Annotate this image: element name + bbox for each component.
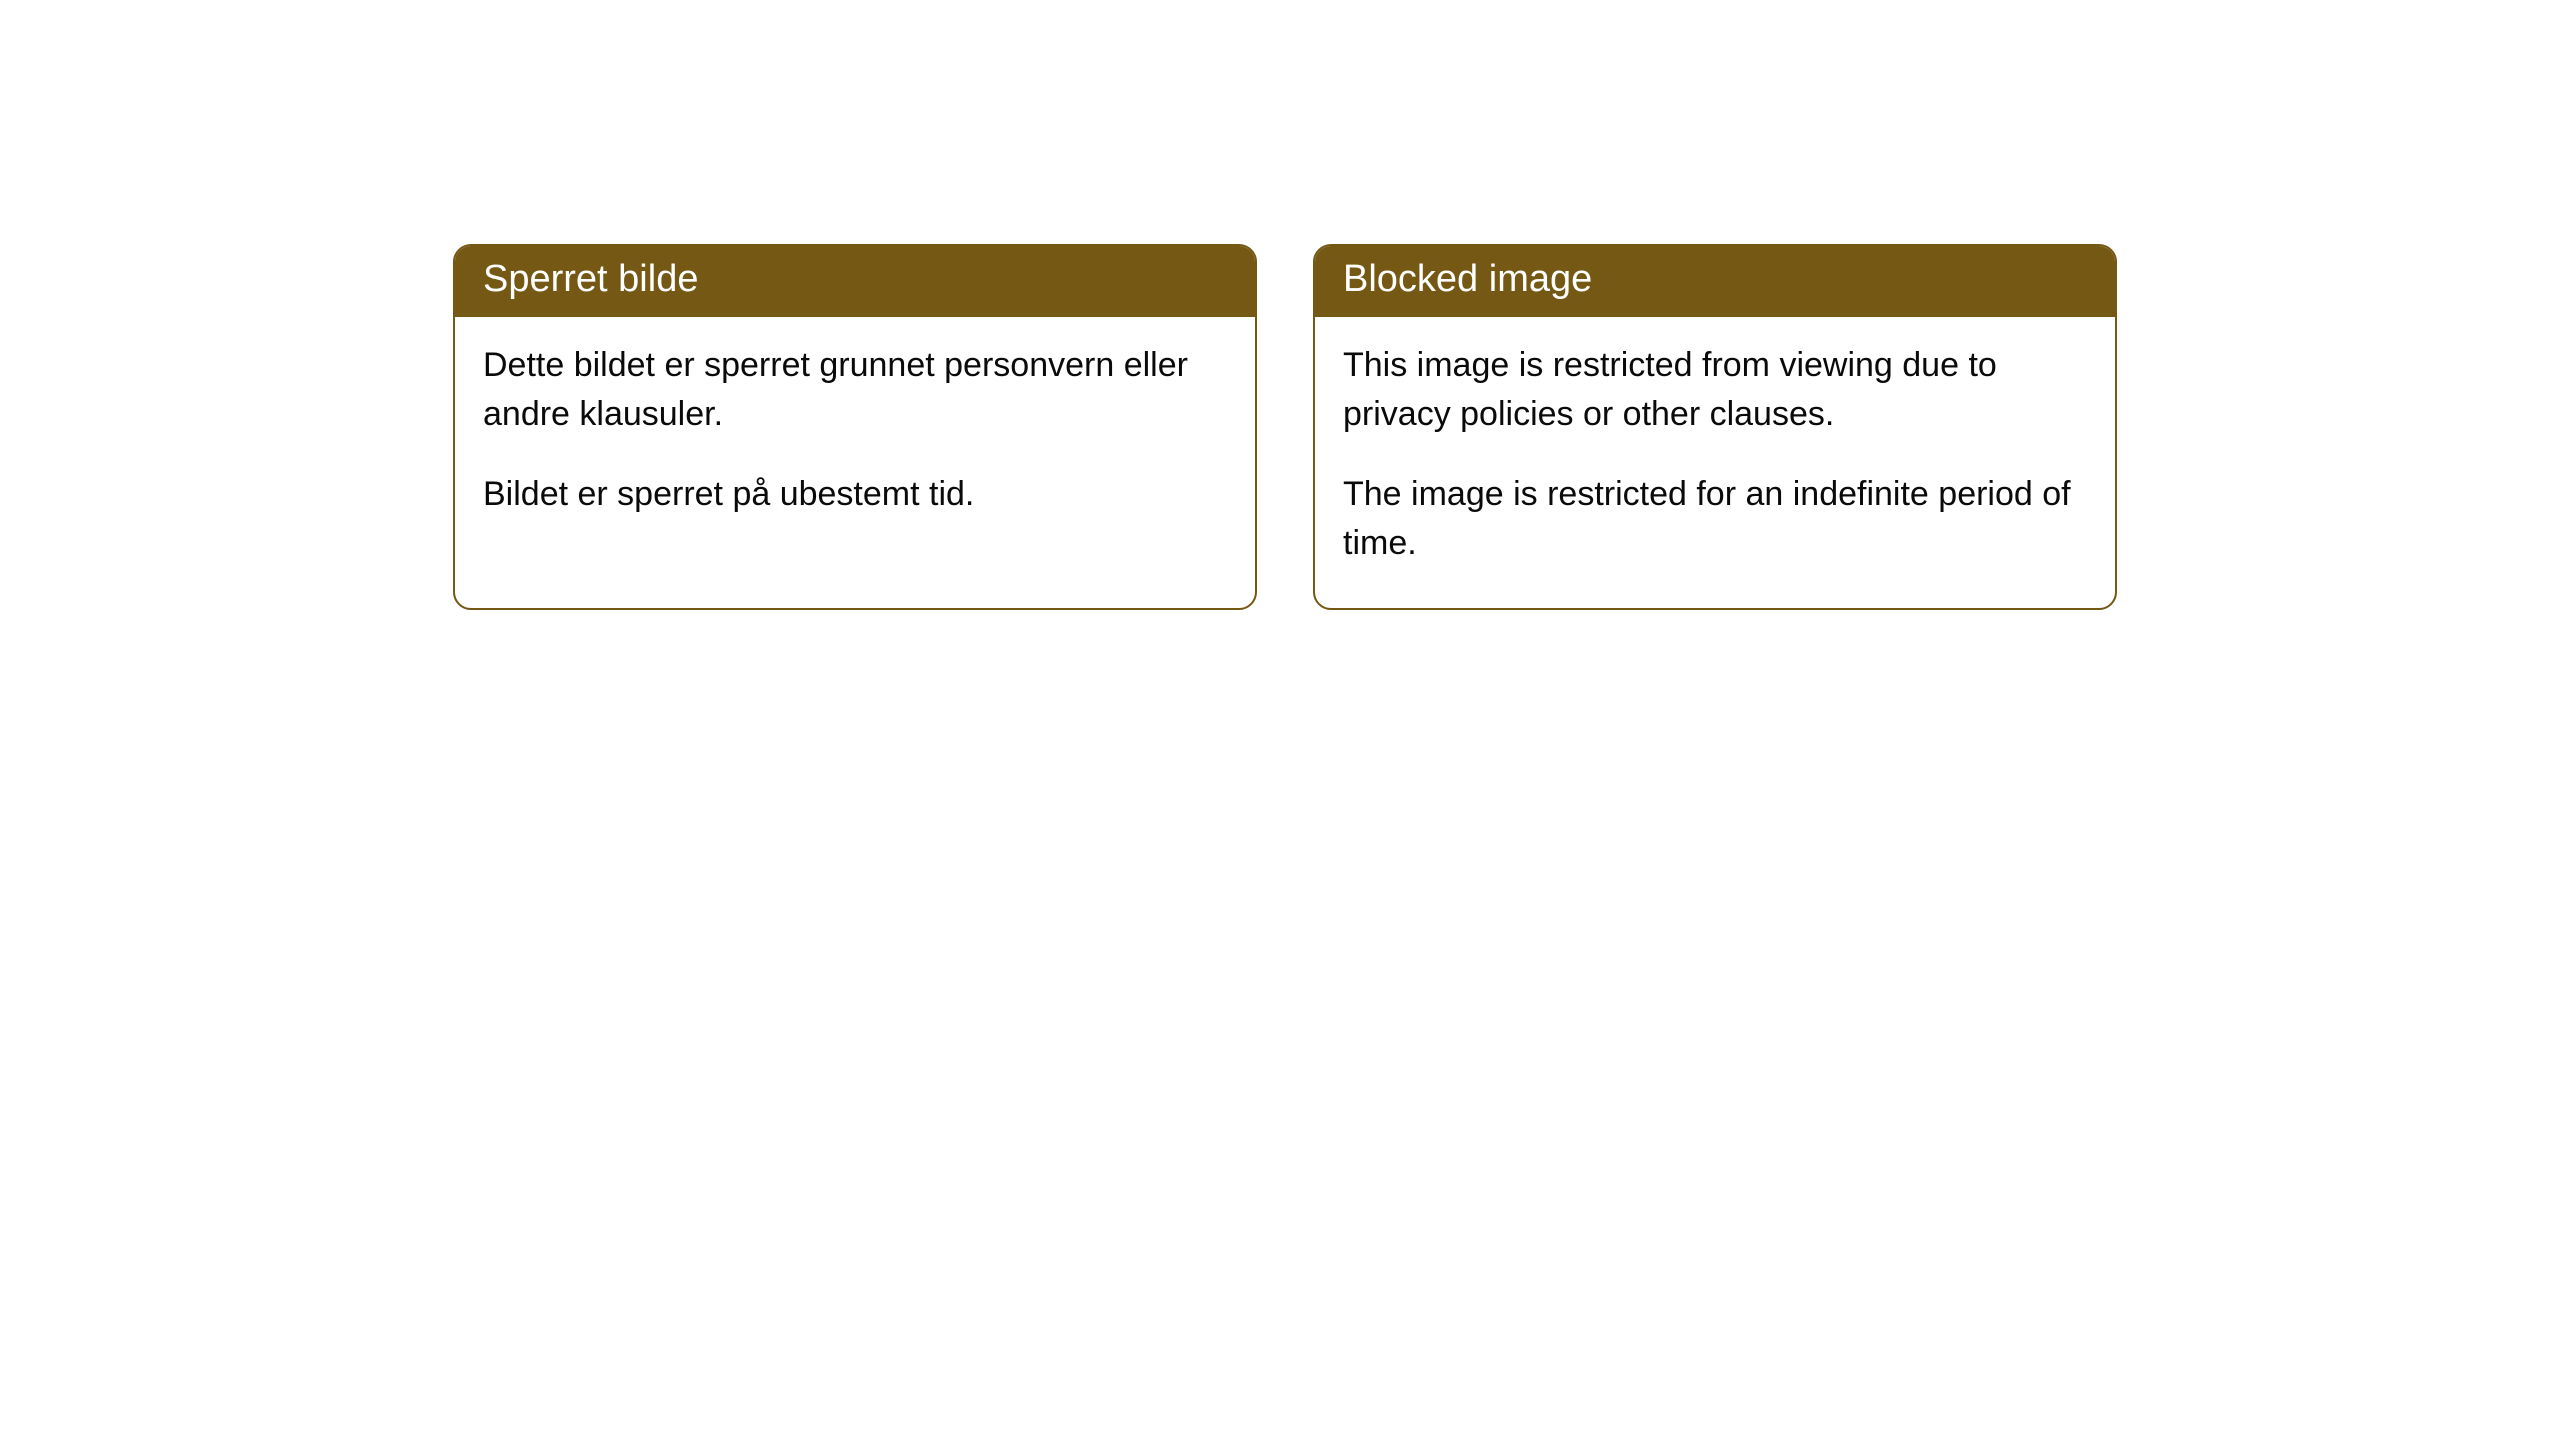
card-header-norwegian: Sperret bilde	[455, 246, 1255, 317]
card-paragraph: The image is restricted for an indefinit…	[1343, 470, 2087, 569]
card-paragraph: Dette bildet er sperret grunnet personve…	[483, 341, 1227, 440]
card-norwegian: Sperret bilde Dette bildet er sperret gr…	[453, 244, 1257, 610]
card-paragraph: Bildet er sperret på ubestemt tid.	[483, 470, 1227, 519]
card-english: Blocked image This image is restricted f…	[1313, 244, 2117, 610]
card-body-english: This image is restricted from viewing du…	[1315, 317, 2115, 608]
card-header-english: Blocked image	[1315, 246, 2115, 317]
card-body-norwegian: Dette bildet er sperret grunnet personve…	[455, 317, 1255, 559]
cards-container: Sperret bilde Dette bildet er sperret gr…	[453, 244, 2117, 610]
card-paragraph: This image is restricted from viewing du…	[1343, 341, 2087, 440]
